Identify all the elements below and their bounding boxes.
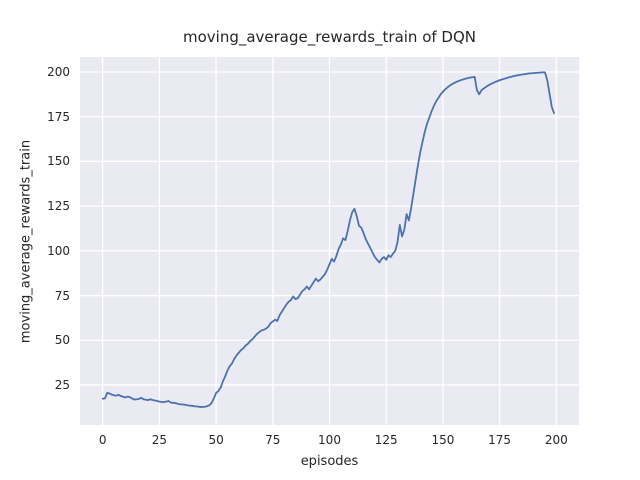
x-tick-label: 125 bbox=[374, 433, 398, 447]
y-tick-label: 125 bbox=[47, 199, 70, 214]
plot-area bbox=[80, 57, 579, 425]
y-tick-label: 25 bbox=[54, 377, 70, 392]
series-line bbox=[101, 71, 555, 408]
y-tick-label: 100 bbox=[47, 243, 70, 258]
x-tick-label: 200 bbox=[544, 433, 568, 447]
x-axis-label: episodes bbox=[300, 454, 359, 469]
y-tick-label: 200 bbox=[47, 65, 70, 80]
x-tick-label: 150 bbox=[431, 433, 455, 447]
y-tick-label: 75 bbox=[54, 288, 70, 303]
y-tick-label: 150 bbox=[47, 154, 70, 169]
chart-title: moving_average_rewards_train of DQN bbox=[182, 28, 477, 46]
x-tick-label: 0 bbox=[98, 433, 107, 447]
y-tick-label: 175 bbox=[47, 109, 70, 124]
y-tick-label: 50 bbox=[54, 333, 70, 348]
x-tick-label: 50 bbox=[208, 433, 224, 447]
x-tick-label: 175 bbox=[488, 433, 512, 447]
x-tick-label: 25 bbox=[151, 433, 168, 447]
x-tick-label: 75 bbox=[265, 433, 281, 447]
x-tick-label: 100 bbox=[318, 433, 341, 447]
line-plot-svg bbox=[80, 57, 579, 425]
